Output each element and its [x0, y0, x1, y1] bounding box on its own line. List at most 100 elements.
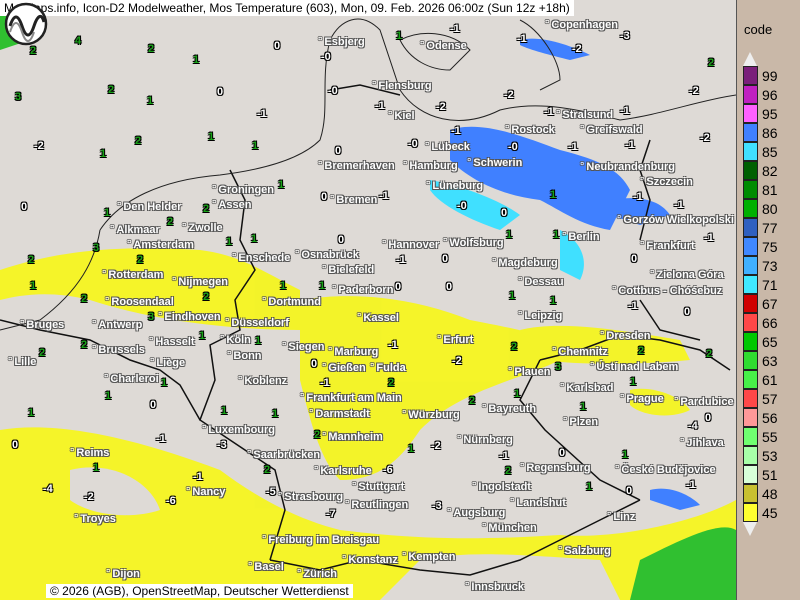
city-label: Lüneburg [426, 180, 483, 193]
city-label: Gorzów Wielkopolski [617, 214, 734, 227]
temperature-value: -1 [620, 105, 630, 117]
city-label: Linz [607, 511, 635, 524]
city-label: Dortmund [262, 296, 321, 309]
temperature-value: 1 [553, 229, 560, 241]
legend-swatch [743, 237, 758, 256]
temperature-value: 2 [203, 203, 210, 215]
city-label: Osnabrück [295, 249, 358, 262]
temperature-value: 1 [630, 376, 637, 388]
city-label: Fulda [370, 362, 405, 375]
city-label: Basel [248, 561, 283, 574]
legend-panel: code 99 96 95 86 85 82 81 80 77 75 73 71 67 66 65 63 61 5… [736, 0, 800, 600]
temperature-value: 0 [21, 201, 28, 213]
city-label: Cottbus - Chóśebuz [612, 285, 722, 298]
temperature-value: 2 [511, 341, 518, 353]
temperature-value: 1 [30, 280, 37, 292]
temperature-value: -2 [34, 140, 44, 152]
temperature-value: 2 [148, 43, 155, 55]
temperature-value: 1 [251, 233, 258, 245]
legend-item: 73 [743, 256, 778, 275]
temperature-value: 0 [274, 40, 281, 52]
legend-swatch [743, 465, 758, 484]
city-labels: Esbjerg Odense Copenhagen Flensburg Kiel Stra… [0, 0, 736, 600]
city-label: Den Helder [117, 201, 181, 214]
temperature-value: 1 [550, 189, 557, 201]
city-label: Lille [8, 356, 36, 369]
temperature-value: -1 [704, 232, 714, 244]
legend-swatch [743, 408, 758, 427]
legend-code: 66 [762, 314, 778, 331]
legend-swatch [743, 180, 758, 199]
temperature-value: 1 [255, 335, 262, 347]
legend-swatch [743, 332, 758, 351]
temperature-value: -2 [452, 355, 462, 367]
temperature-value: 3 [15, 91, 22, 103]
temperature-value: 1 [396, 30, 403, 42]
city-label: Nancy [186, 486, 225, 499]
snow-areas [450, 38, 700, 510]
temperature-value: 2 [135, 135, 142, 147]
temperature-value: -1 [544, 106, 554, 118]
temperature-value: 1 [580, 401, 587, 413]
city-label: Assen [212, 199, 251, 212]
city-label: Kempten [402, 551, 455, 564]
city-label: Zielona Góra [650, 269, 723, 282]
temperature-value: -6 [166, 495, 176, 507]
city-label: Hamburg [403, 160, 457, 173]
city-label: Liège [150, 357, 185, 370]
city-label: Pardubice [674, 396, 733, 409]
legend-item: 61 [743, 370, 778, 389]
temperature-value: -1 [517, 33, 527, 45]
land-gaps [70, 467, 620, 600]
temperature-value: -1 [379, 190, 389, 202]
city-label: Erfurt [437, 334, 473, 347]
city-label: Koblenz [238, 375, 287, 388]
temperature-value: -1 [396, 254, 406, 266]
metmaps-logo [4, 2, 48, 46]
temperature-value: 3 [555, 361, 562, 373]
temperature-value: 0 [311, 358, 318, 370]
city-label: České Budějovice [615, 464, 715, 477]
temperature-value: 2 [388, 377, 395, 389]
city-label: Marburg [328, 346, 378, 359]
legend-item: 95 [743, 104, 778, 123]
city-label: Frankfurt [640, 240, 694, 253]
temperature-value: 1 [208, 131, 215, 143]
temperature-value: 1 [272, 408, 279, 420]
city-label: Schwerin [467, 157, 522, 170]
temperature-value: 1 [28, 407, 35, 419]
city-label: Köln [220, 334, 250, 347]
temperature-value: 0 [559, 447, 566, 459]
legend-code: 95 [762, 105, 778, 122]
legend-item: 53 [743, 446, 778, 465]
legend-item: 85 [743, 142, 778, 161]
legend-code: 67 [762, 295, 778, 312]
temperature-value: 1 [280, 280, 287, 292]
temperature-value: 0 [12, 439, 19, 451]
temperature-value: 2 [81, 293, 88, 305]
legend-item: 67 [743, 294, 778, 313]
temperature-value: 1 [408, 443, 415, 455]
city-label: Prague [620, 393, 663, 406]
legend-swatch [743, 370, 758, 389]
temperature-value: 0 [150, 399, 157, 411]
legend-code: 56 [762, 409, 778, 426]
temperature-value: -1 [320, 377, 330, 389]
legend-swatch [743, 161, 758, 180]
legend-title: code [744, 22, 773, 37]
legend-swatch [743, 66, 758, 85]
city-label: Eindhoven [158, 311, 220, 324]
temperature-value: 3 [148, 311, 155, 323]
legend-code: 99 [762, 67, 778, 84]
temperature-value: 0 [335, 145, 342, 157]
city-label: Zwolle [182, 222, 222, 235]
temperature-value: -1 [257, 108, 267, 120]
city-label: Bremerhaven [318, 160, 394, 173]
temperature-value: 1 [161, 377, 168, 389]
weather-map[interactable]: 2 4 2 1 0 -0 1 -1 -1 -2 -3 2 3 2 1 0 -1 -0 -1 -2 -2 -1 -1 -2 -2 1… [0, 0, 736, 600]
temperature-value: -7 [326, 508, 336, 520]
legend-swatch [743, 256, 758, 275]
legend-swatch [743, 446, 758, 465]
city-label: Reutlingen [345, 499, 408, 512]
city-label: Bremen [330, 194, 377, 207]
